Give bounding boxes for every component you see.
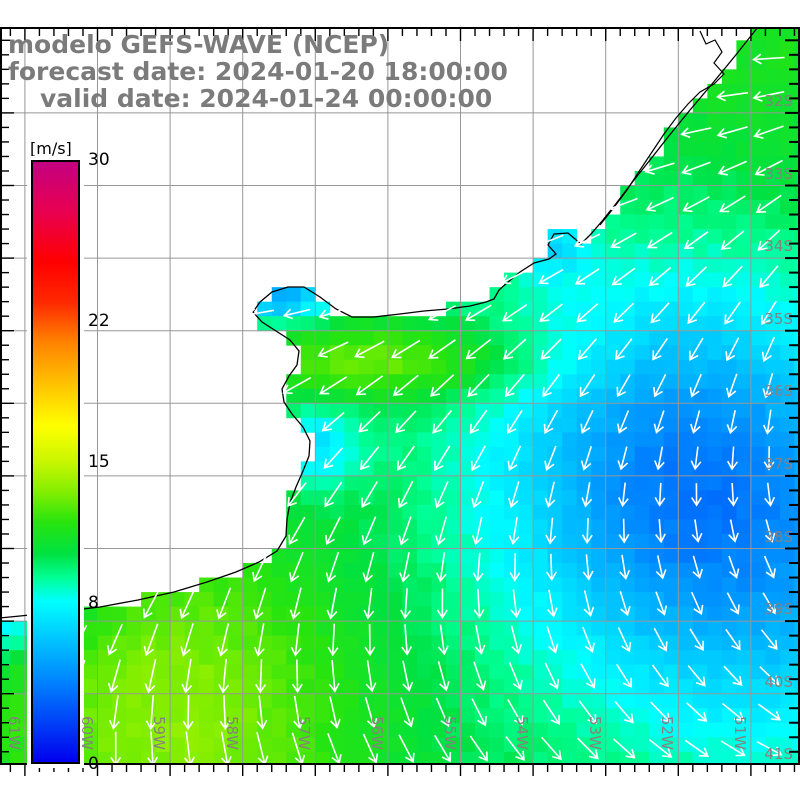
colorbar-tick-label: 15 (88, 452, 110, 472)
lat-label: 39S (764, 600, 793, 619)
lat-label: 32S (764, 91, 793, 110)
valid-date-line: valid date: 2024-01-24 00:00:00 (40, 84, 493, 113)
lon-label: 61W (4, 716, 23, 750)
colorbar-tick-label: 0 (88, 754, 99, 774)
lon-label: 51W (730, 716, 749, 750)
lat-label: 36S (764, 382, 793, 401)
colorbar-tick-label: 22 (88, 311, 110, 332)
lon-label: 60W (77, 716, 96, 750)
lon-label: 57W (295, 716, 314, 750)
model-title: modelo GEFS-WAVE (NCEP) (8, 30, 390, 59)
lon-label: 59W (150, 716, 169, 750)
lat-label: 33S (764, 164, 793, 183)
colorbar-tick-label: 30 (88, 150, 110, 170)
lat-label: 35S (764, 309, 793, 328)
lat-label: 34S (764, 237, 793, 256)
lat-label: 40S (764, 672, 793, 691)
lat-label: 38S (764, 527, 793, 546)
lat-label: 37S (764, 454, 793, 473)
colorbar-tick-label: 8 (88, 592, 99, 613)
lon-label: 55W (440, 716, 459, 750)
lon-label: 58W (222, 716, 241, 750)
lon-label: 52W (658, 716, 677, 750)
lat-label: 41S (764, 745, 793, 764)
colorbar (31, 160, 80, 764)
lon-label: 54W (513, 716, 532, 750)
colorbar-unit-label: [m/s] (30, 139, 72, 158)
forecast-date-line: forecast date: 2024-01-20 18:00:00 (8, 57, 508, 86)
lon-label: 53W (585, 716, 604, 750)
lon-label: 56W (367, 716, 386, 750)
